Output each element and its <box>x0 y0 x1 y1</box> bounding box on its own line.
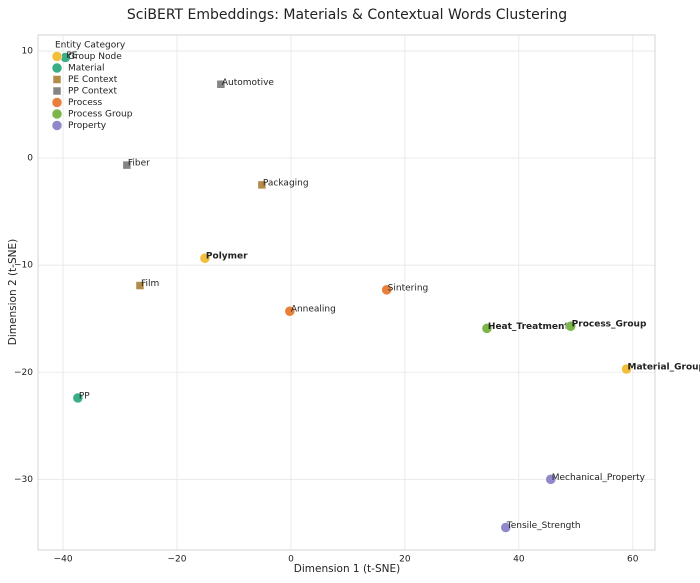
legend-label: Material <box>68 64 105 74</box>
legend-marker <box>51 97 63 108</box>
y-axis-label: Dimension 2 (t-SNE) <box>7 239 19 345</box>
legend-marker <box>52 75 62 84</box>
legend-label: Process Group <box>68 110 133 120</box>
point <box>621 363 632 375</box>
point-label: Fiber <box>128 159 150 169</box>
point <box>122 160 132 170</box>
x-axis-label: Dimension 1 (t-SNE) <box>294 563 400 575</box>
legend-marker <box>51 51 63 62</box>
x-tick-label: 40 <box>513 555 525 565</box>
legend-label: Group Node <box>68 52 122 62</box>
point-label: PP <box>79 391 90 401</box>
point-label: Automotive <box>222 78 275 88</box>
y-tick-label: −10 <box>14 261 33 271</box>
point-label: Film <box>141 279 159 289</box>
point-label: Annealing <box>291 305 336 315</box>
legend-label: PP Context <box>68 87 117 97</box>
legend-label: Process <box>68 98 102 108</box>
legend-label: PE Context <box>68 75 118 85</box>
point-label: Process_Group <box>572 320 647 330</box>
point <box>565 320 576 332</box>
point-label: Packaging <box>263 178 309 188</box>
point <box>257 180 267 190</box>
x-tick-label: 60 <box>627 555 639 565</box>
plot-border <box>37 34 656 551</box>
y-tick-label: 10 <box>22 47 34 57</box>
point <box>284 305 296 317</box>
legend-marker <box>51 108 63 120</box>
point <box>500 522 511 533</box>
point-label: Tensile_Strength <box>506 521 581 531</box>
legend-title: Entity Category <box>55 41 126 51</box>
point <box>199 252 211 264</box>
legend-label: Property <box>68 121 107 131</box>
point <box>135 281 145 290</box>
x-tick-label: 0 <box>288 555 294 565</box>
y-tick-label: 0 <box>27 154 33 164</box>
legend-marker <box>52 86 62 96</box>
point-label: PE <box>66 51 77 61</box>
legend-marker <box>51 120 63 131</box>
legend-marker <box>51 62 63 74</box>
chart-title: SciBERT Embeddings: Materials & Contextu… <box>127 7 567 23</box>
y-tick-label: −20 <box>14 368 33 378</box>
point-label: Material_Group <box>628 363 700 373</box>
point <box>72 392 84 404</box>
point <box>216 80 226 89</box>
point-label: Polymer <box>206 252 248 262</box>
x-tick-label: 20 <box>399 555 411 565</box>
point-label: Heat_Treatment <box>488 322 569 332</box>
x-tick-label: −40 <box>54 555 73 565</box>
point-label: Sintering <box>388 283 429 293</box>
y-tick-label: −30 <box>14 475 33 485</box>
point-label: Mechanical_Property <box>552 473 646 483</box>
point <box>545 474 556 485</box>
x-tick-label: −20 <box>168 555 187 565</box>
point <box>481 323 493 334</box>
point <box>381 284 392 296</box>
